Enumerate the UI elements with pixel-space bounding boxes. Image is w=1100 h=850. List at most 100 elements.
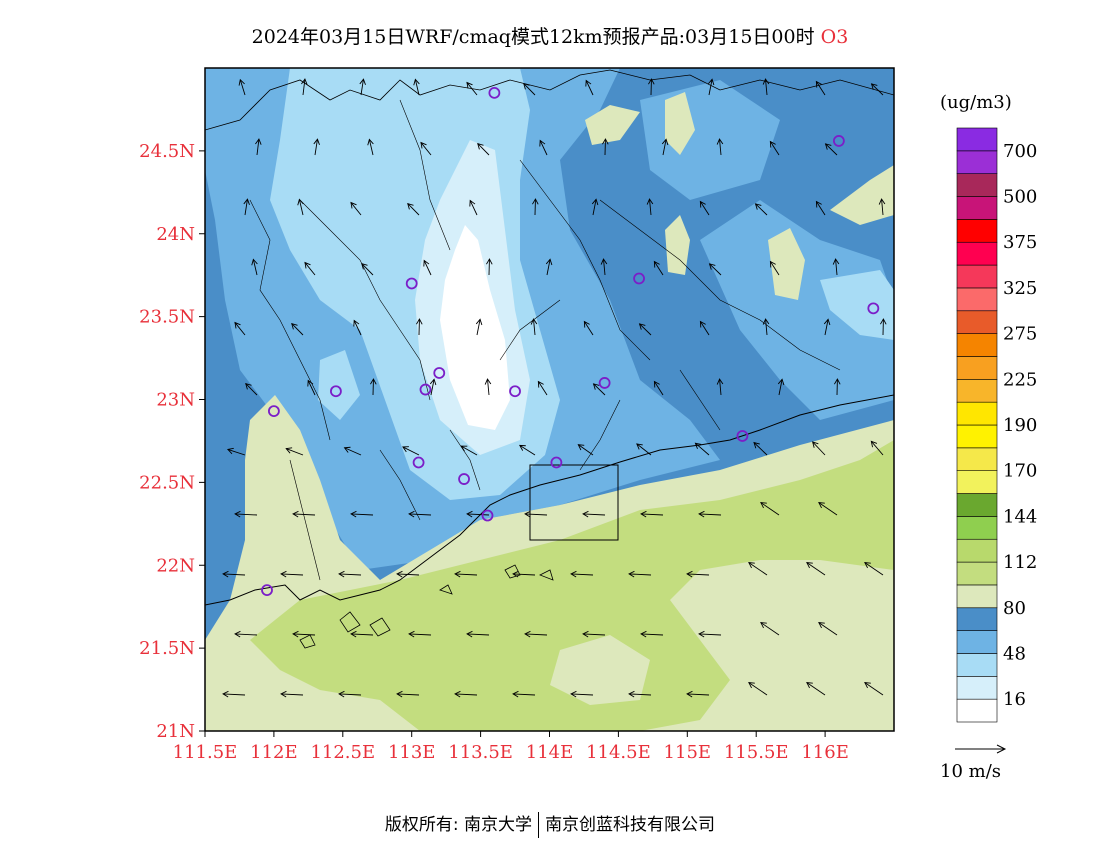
wind-arrow <box>524 630 548 638</box>
station-marker <box>405 277 418 290</box>
station-marker <box>267 405 280 418</box>
colorbar-tick-label: 112 <box>1003 552 1037 573</box>
colorbar-segment <box>956 264 998 289</box>
station-marker <box>633 272 645 285</box>
lat-tick-label: 24.5N <box>139 141 195 162</box>
wind-arrow <box>420 141 432 156</box>
wind-arrow <box>585 79 594 96</box>
wind-arrow <box>539 139 548 156</box>
station-marker <box>419 383 432 396</box>
wind-arrow <box>280 570 304 578</box>
wind-arrow <box>226 447 246 456</box>
colorbar-segment <box>956 653 998 677</box>
county-boundaries <box>249 99 841 581</box>
lon-tick-label: 115.5E <box>724 742 789 763</box>
station-marker <box>509 385 521 398</box>
colorbar-tick-label: 275 <box>1003 324 1037 345</box>
province-boundary <box>205 69 894 131</box>
longitude-axis: 111.5E 112E 112.5E 113E 113.5E 114E 114.5E 115E… <box>173 731 849 763</box>
station-marker <box>412 456 425 469</box>
colorbar-segment <box>956 561 998 586</box>
o3-field-40b <box>820 270 894 340</box>
wind-arrow <box>806 562 826 576</box>
wind-arrow <box>753 441 768 456</box>
lon-tick-label: 111.5E <box>173 742 238 763</box>
wind-arrow <box>222 570 246 578</box>
station-marker <box>550 456 563 469</box>
wind-arrow <box>408 510 432 518</box>
coastline <box>205 394 894 606</box>
wind-arrow <box>823 318 831 336</box>
lon-tick-label: 115E <box>664 742 712 763</box>
wind-arrow <box>477 142 490 156</box>
copyright-footer: 版权所有: 南京大学 南京创蓝科技有限公司 <box>0 810 1100 838</box>
wind-arrow <box>301 78 308 96</box>
station-marker <box>433 367 446 379</box>
wind-arrow <box>818 622 838 636</box>
footer-left: 版权所有: 南京大学 <box>384 815 533 835</box>
wind-arrow <box>769 260 780 276</box>
station-marker <box>832 135 845 147</box>
lat-tick-label: 22.5N <box>139 472 195 493</box>
wind-arrow <box>592 383 606 396</box>
wind-arrow <box>234 321 246 336</box>
colorbar-segment <box>956 241 998 266</box>
wind-arrow <box>694 442 710 456</box>
colorbar-segment <box>956 424 998 449</box>
wind-arrow <box>292 510 316 518</box>
wind-arrow <box>834 378 841 396</box>
o3-field-10 <box>440 225 510 430</box>
wind-arrow <box>748 682 768 696</box>
wind-arrow <box>870 440 884 456</box>
wind-arrow <box>583 320 594 336</box>
colorbar-segment <box>956 219 998 243</box>
o3-field-60b <box>700 200 894 420</box>
colorbar-segment <box>956 150 998 174</box>
chart-title: 2024年03月15日WRF/cmaq模式12km预报产品:03月15日00时 … <box>0 22 1100 49</box>
wind-arrow <box>359 78 366 96</box>
wind-arrow <box>466 510 490 518</box>
wind-arrow <box>416 318 423 336</box>
lon-tick-label: 116E <box>801 742 849 763</box>
wind-arrow <box>251 258 258 276</box>
lat-tick-label: 21N <box>156 721 195 742</box>
colorbar-segment <box>956 493 998 517</box>
wind-arrow <box>255 138 262 156</box>
wind-arrow <box>524 510 548 518</box>
colorbar-tick-label: 325 <box>1003 278 1037 299</box>
lat-tick-label: 23.5N <box>139 307 195 328</box>
wind-arrow <box>699 200 710 216</box>
wind-arrow <box>353 319 362 336</box>
lat-tick-label: 22N <box>156 555 195 576</box>
station-marker <box>481 509 494 522</box>
wind-arrow <box>518 444 536 456</box>
wind-arrow <box>824 143 838 156</box>
wind-arrow <box>748 562 768 576</box>
o3-field-inland-80b <box>768 228 805 300</box>
wind-arrow <box>475 318 483 336</box>
wind-arrow <box>222 690 246 698</box>
o3-field-inland-80c <box>665 92 695 155</box>
lon-tick-label: 112E <box>250 742 298 763</box>
colorbar-unit: (ug/m3) <box>940 92 1012 113</box>
wind-arrow <box>361 262 374 276</box>
wind-arrow <box>870 83 884 96</box>
wind-arrow <box>699 320 710 336</box>
wind-arrow <box>707 78 715 96</box>
wind-arrow <box>698 510 722 518</box>
wind-arrow <box>396 570 420 578</box>
wind-arrow <box>545 258 553 276</box>
wind-arrow <box>537 380 548 396</box>
wind-arrow <box>815 80 826 96</box>
wind-arrow <box>367 138 374 156</box>
colorbar-labels: 16 48 80 112 144 170 190 225 275 325 375 500 700 <box>1003 141 1037 710</box>
wind-arrow <box>234 510 258 518</box>
wind-arrow <box>304 261 316 276</box>
wind-reference-arrow <box>955 744 1007 754</box>
colorbar-tick-label: 48 <box>1003 643 1026 664</box>
wind-arrow <box>864 682 884 696</box>
wind-arrow <box>407 202 420 216</box>
wind-arrow <box>234 630 258 638</box>
wind-arrow <box>762 78 770 96</box>
wind-arrow <box>582 630 606 638</box>
